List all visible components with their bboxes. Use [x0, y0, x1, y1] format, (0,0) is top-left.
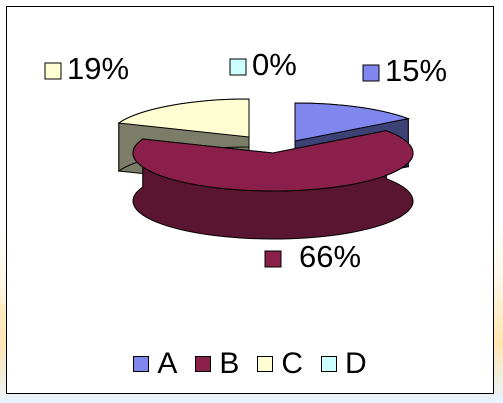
data-label-swatch-c — [44, 62, 62, 80]
data-label-b: 66% — [299, 239, 361, 274]
chart-frame: 15% 66% 19% 0% A B C D — [6, 6, 494, 394]
legend-label-b: B — [219, 347, 240, 380]
data-label-d: 0% — [252, 47, 297, 82]
pie-slice-b-top — [132, 130, 414, 192]
legend-label-a: A — [157, 347, 178, 380]
legend-swatch-b — [195, 356, 212, 372]
data-label-a: 15% — [385, 53, 447, 88]
legend-item-b: B — [195, 349, 239, 379]
pie-slice-a-top — [294, 102, 411, 142]
legend-label-c: C — [281, 347, 304, 380]
legend-item-a: A — [133, 349, 177, 379]
data-label-layer: 15% 66% 19% 0% — [44, 47, 447, 274]
data-label-swatch-b — [264, 250, 282, 268]
pie-layer — [117, 98, 414, 240]
legend-swatch-a — [133, 356, 150, 372]
legend-swatch-c — [257, 356, 274, 372]
legend-swatch-d — [321, 356, 338, 372]
data-label-c: 19% — [67, 51, 129, 86]
data-label-swatch-a — [362, 64, 380, 82]
legend-item-d: D — [321, 349, 367, 379]
data-label-swatch-d — [229, 58, 247, 76]
pie-chart: 15% 66% 19% 0% — [44, 47, 447, 274]
legend: A B C D — [7, 344, 493, 384]
legend-label-d: D — [345, 347, 367, 380]
legend-item-c: C — [257, 349, 303, 379]
pie-slice-c-top — [117, 98, 250, 138]
